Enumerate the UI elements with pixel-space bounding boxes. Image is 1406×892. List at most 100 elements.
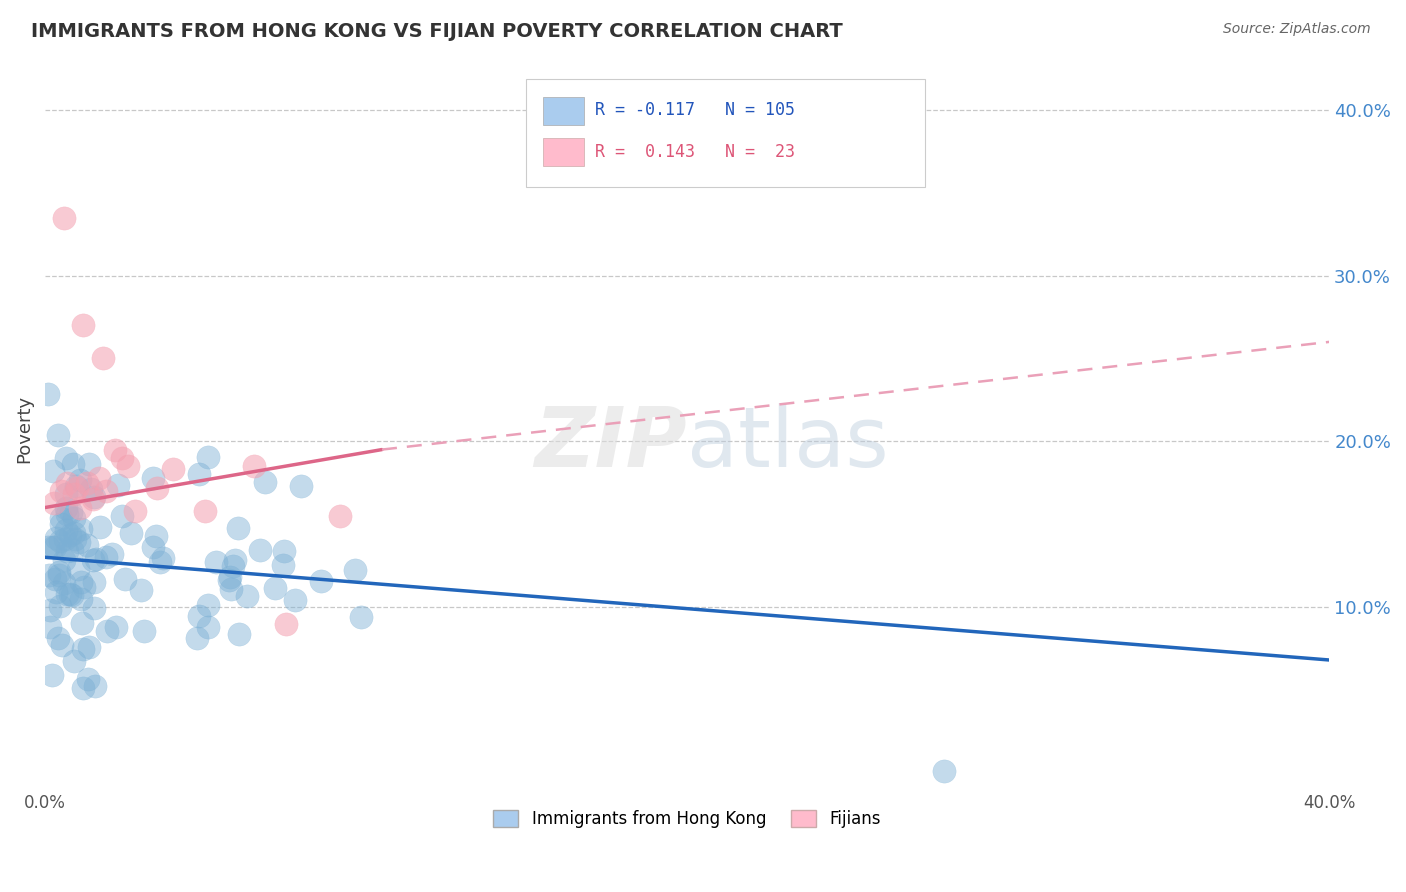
Point [76,475,98,490]
Point [83,575,105,590]
Point [82,492,104,507]
Point [146,481,169,495]
Point [44,495,66,509]
Point [309,574,332,589]
FancyBboxPatch shape [526,79,925,187]
Point [49,516,72,531]
Point [46,428,69,442]
Point [80,482,103,496]
Point [129,582,152,597]
Point [65,478,87,492]
Point [187,609,209,624]
Y-axis label: Poverty: Poverty [15,395,32,463]
Point [53,211,76,225]
Point [72,642,94,657]
Point [329,508,352,523]
Text: atlas: atlas [688,403,889,483]
Point [66,562,89,576]
Point [76,538,98,552]
Point [60,543,83,558]
Point [145,529,167,543]
Point [55,523,77,537]
Point [120,525,142,540]
Point [134,624,156,639]
Point [204,556,226,570]
Point [86,552,108,566]
Point [69,500,91,515]
Point [67,535,90,549]
Text: Source: ZipAtlas.com: Source: ZipAtlas.com [1223,22,1371,37]
Point [124,504,146,518]
Point [188,467,211,481]
Point [44,572,66,586]
Point [42,464,65,478]
Point [96,624,118,639]
Point [63,525,86,540]
Point [55,544,77,558]
Point [62,487,84,501]
Point [56,507,79,521]
Point [83,600,105,615]
Point [55,487,77,501]
Point [228,627,250,641]
Point [70,575,93,590]
Point [194,504,217,518]
Point [242,459,264,474]
Point [60,588,83,602]
Point [53,575,76,590]
Point [55,587,77,601]
Legend: Immigrants from Hong Kong, Fijians: Immigrants from Hong Kong, Fijians [486,804,887,835]
Point [104,620,127,634]
Point [37,387,59,401]
Point [38,602,60,616]
Point [142,540,165,554]
Point [142,471,165,485]
Point [72,681,94,695]
Point [186,631,208,645]
Point [82,553,104,567]
Point [344,562,367,576]
Point [274,616,297,631]
Point [38,620,60,634]
Point [162,462,184,476]
Point [63,510,86,524]
Point [45,584,67,599]
Point [271,558,294,573]
Point [89,520,111,534]
Point [221,582,243,597]
Point [224,553,246,567]
Point [284,592,307,607]
Point [89,471,111,485]
Point [114,572,136,586]
Point [83,491,105,505]
Point [56,475,79,490]
Point [49,483,72,498]
Point [273,544,295,558]
Point [101,548,124,562]
Text: R =  0.143   N =  23: R = 0.143 N = 23 [595,143,794,161]
Bar [543,97,585,125]
Point [197,450,219,464]
Point [69,591,91,606]
Point [218,573,240,587]
Point [62,457,84,471]
Point [49,511,72,525]
Point [77,672,100,686]
Point [152,550,174,565]
Point [48,599,70,613]
Point [70,522,93,536]
Point [72,318,94,333]
Point [77,457,100,471]
Point [46,631,69,645]
Point [94,483,117,498]
Point [249,542,271,557]
Point [41,540,63,554]
Point [44,540,66,554]
Bar [543,138,585,166]
Point [63,532,86,546]
Point [254,475,277,490]
Point [84,679,107,693]
Point [60,505,83,519]
Point [91,351,114,366]
Point [79,640,101,654]
